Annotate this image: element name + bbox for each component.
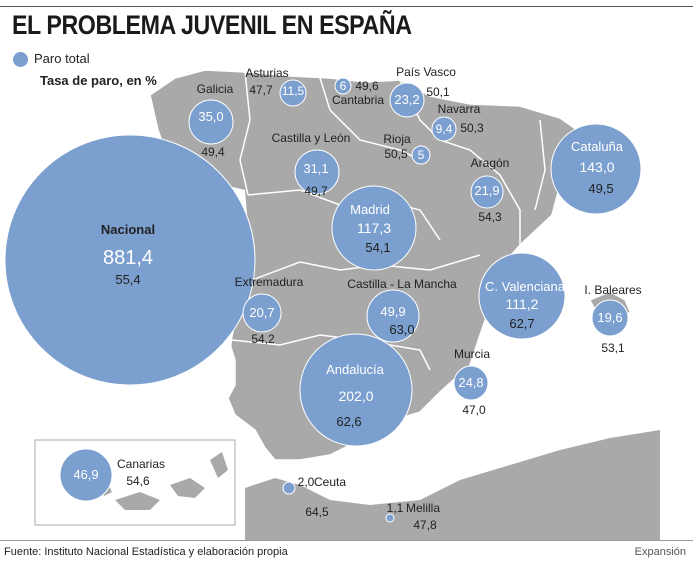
region-paro-extremadura: 20,7	[249, 305, 274, 320]
legend-paro-label: Paro total	[34, 51, 90, 66]
bubble-c-valenciana	[478, 252, 566, 340]
region-paro-melilla: 1,1	[387, 501, 404, 515]
region-paro-cantabria: 6	[340, 79, 347, 93]
region-tasa-madrid: 54,1	[365, 240, 390, 255]
region-name-pais-vasco: País Vasco	[396, 65, 456, 79]
credit-label: Expansión	[634, 546, 686, 558]
source-note: Fuente: Instituto Nacional Estadística y…	[4, 546, 288, 558]
region-name-navarra: Navarra	[438, 102, 481, 116]
region-paro-madrid: 117,3	[357, 220, 391, 236]
region-paro-murcia: 24,8	[458, 375, 483, 390]
region-paro-navarra: 9,4	[436, 122, 453, 136]
bubble-cataluna	[550, 123, 642, 215]
legend-tasa-label: Tasa de paro, en %	[40, 73, 157, 88]
region-name-ceuta: Ceuta	[314, 475, 346, 489]
region-name-castilla-la-mancha: Castilla - La Mancha	[347, 277, 457, 291]
region-tasa-navarra: 50,3	[460, 121, 484, 135]
region-tasa-c-valenciana: 62,7	[509, 316, 534, 331]
bubble-ceuta	[282, 481, 296, 495]
region-name-galicia: Galicia	[197, 82, 234, 96]
bubble-melilla	[385, 513, 395, 523]
legend-bubble-swatch	[13, 52, 28, 67]
region-tasa-cantabria: 49,6	[355, 79, 379, 93]
region-name-c-valenciana: C. Valenciana	[485, 279, 566, 294]
region-paro-rioja: 5	[418, 148, 425, 162]
region-name-madrid: Madrid	[350, 202, 390, 217]
region-name-extremadura: Extremadura	[235, 275, 304, 289]
region-name-nacional: Nacional	[101, 222, 155, 237]
region-paro-ceuta: 2,0	[298, 475, 315, 489]
region-tasa-melilla: 47,8	[413, 518, 437, 532]
region-tasa-canarias: 54,6	[126, 474, 150, 488]
labels-layer: Nacional 881,4 55,4 Galicia 35,0 49,4 Asturias…	[73, 65, 641, 532]
chart-title: EL PROBLEMA JUVENIL EN ESPAÑA	[12, 10, 412, 40]
region-name-melilla: Melilla	[406, 501, 440, 515]
bubble-nacional	[4, 134, 256, 386]
bubble-galicia	[188, 99, 234, 145]
region-tasa-cataluna: 49,5	[588, 181, 613, 196]
region-paro-c-valenciana: 111,2	[506, 296, 539, 312]
region-paro-i-baleares: 19,6	[597, 310, 622, 325]
bubble-andalucia	[299, 333, 413, 447]
bubble-canarias	[59, 448, 113, 502]
bubble-navarra	[431, 116, 457, 142]
region-tasa-nacional: 55,4	[115, 272, 140, 287]
north-africa-landmass	[245, 430, 660, 540]
region-name-canarias: Canarias	[117, 457, 165, 471]
region-name-andalucia: Andalucía	[326, 362, 385, 377]
region-paro-pais-vasco: 23,2	[394, 92, 419, 107]
bubble-pais-vasco	[389, 82, 425, 118]
region-name-asturias: Asturias	[245, 66, 288, 80]
region-paro-asturias: 11,5	[282, 84, 305, 98]
canarias-inset-box	[34, 439, 236, 526]
region-tasa-murcia: 47,0	[462, 403, 486, 417]
bubble-castilla-la-mancha	[366, 289, 420, 343]
bubble-extremadura	[242, 293, 282, 333]
region-paro-aragon: 21,9	[474, 183, 499, 198]
region-name-aragon: Aragón	[471, 156, 510, 170]
region-tasa-asturias: 47,7	[249, 83, 273, 97]
bubble-castilla-y-leon	[294, 149, 340, 195]
region-name-murcia: Murcia	[454, 347, 490, 361]
region-tasa-galicia: 49,4	[201, 145, 225, 159]
bubble-rioja	[411, 145, 431, 165]
region-tasa-aragon: 54,3	[478, 210, 502, 224]
region-tasa-i-baleares: 53,1	[601, 341, 625, 355]
bubble-i-baleares	[591, 299, 629, 337]
region-paro-canarias: 46,9	[73, 467, 98, 482]
region-name-cantabria: Cantabria	[332, 93, 384, 107]
region-tasa-andalucia: 62,6	[336, 414, 361, 429]
bubble-aragon	[470, 175, 504, 209]
bubble-murcia	[453, 365, 489, 401]
region-tasa-castilla-y-leon: 49,7	[304, 184, 328, 198]
region-tasa-extremadura: 54,2	[251, 332, 275, 346]
region-paro-nacional: 881,4	[103, 247, 153, 269]
region-paro-castilla-y-leon: 31,1	[303, 161, 328, 176]
top-rule	[0, 6, 693, 7]
region-name-i-baleares: I. Baleares	[584, 283, 641, 297]
region-tasa-ceuta: 64,5	[305, 505, 329, 519]
region-name-castilla-y-leon: Castilla y León	[272, 131, 351, 145]
region-tasa-rioja: 50,5	[384, 147, 408, 161]
bubble-madrid	[331, 185, 417, 271]
region-paro-galicia: 35,0	[198, 109, 223, 124]
bubble-asturias	[279, 79, 307, 107]
bubble-cantabria	[334, 77, 352, 95]
region-name-cataluna: Cataluña	[571, 139, 624, 154]
region-name-rioja: Rioja	[383, 132, 411, 146]
region-paro-cataluna: 143,0	[579, 159, 614, 175]
region-tasa-castilla-la-mancha: 63,0	[389, 322, 414, 337]
region-tasa-pais-vasco: 50,1	[426, 85, 450, 99]
region-paro-castilla-la-mancha: 49,9	[380, 304, 405, 319]
bubbles-layer	[4, 77, 642, 523]
region-paro-andalucia: 202,0	[338, 388, 373, 404]
footer-rule	[0, 540, 693, 541]
